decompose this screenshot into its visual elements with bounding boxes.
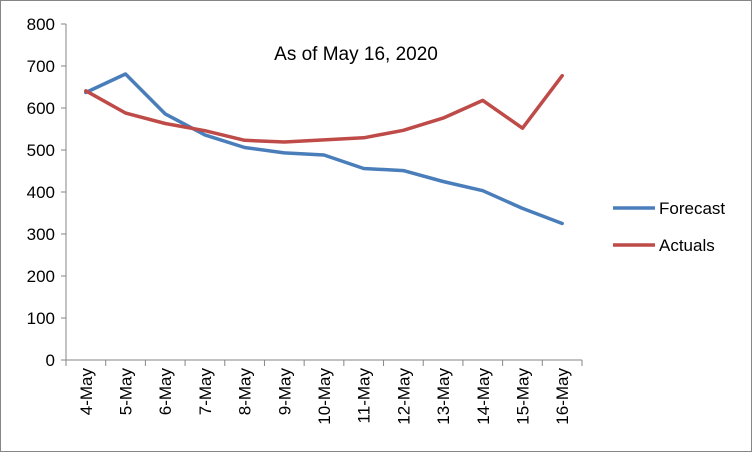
x-tick-label: 4-May	[77, 368, 96, 416]
legend-label-actuals: Actuals	[659, 236, 715, 255]
legend-label-forecast: Forecast	[659, 199, 725, 218]
x-tick-label: 15-May	[513, 368, 532, 425]
x-tick-label: 8-May	[236, 368, 255, 416]
series-line-actuals	[84, 73, 564, 144]
legend: Forecast Actuals	[613, 199, 725, 255]
y-tick-label: 0	[46, 351, 55, 370]
series-lines	[84, 72, 564, 226]
y-tick-label: 300	[27, 225, 55, 244]
y-tick-label: 800	[27, 15, 55, 34]
x-tick-label: 16-May	[553, 368, 572, 425]
y-tick-label: 100	[27, 309, 55, 328]
y-tick-label: 700	[27, 57, 55, 76]
x-tick-label: 7-May	[196, 368, 215, 416]
chart-title: As of May 16, 2020	[274, 44, 438, 65]
y-tick-label: 600	[27, 99, 55, 118]
y-axis-ticks: 0 100 200 300 400 500 600 700 800	[27, 15, 66, 370]
y-tick-label: 500	[27, 141, 55, 160]
y-tick-label: 400	[27, 183, 55, 202]
x-tick-label: 11-May	[355, 368, 374, 424]
y-tick-label: 200	[27, 267, 55, 286]
x-tick-label: 9-May	[275, 368, 294, 416]
x-tick-label: 13-May	[434, 368, 453, 425]
x-axis-ticks: 4-May 5-May 6-May 7-May 8-May 9-May 10-May 11-M…	[65, 360, 583, 425]
axes	[65, 24, 582, 361]
x-tick-label: 12-May	[394, 368, 413, 425]
series-line-forecast	[84, 72, 564, 226]
x-tick-label: 14-May	[474, 368, 493, 425]
x-tick-label: 5-May	[117, 368, 136, 416]
x-tick-label: 10-May	[315, 368, 334, 425]
x-tick-label: 6-May	[156, 368, 175, 416]
